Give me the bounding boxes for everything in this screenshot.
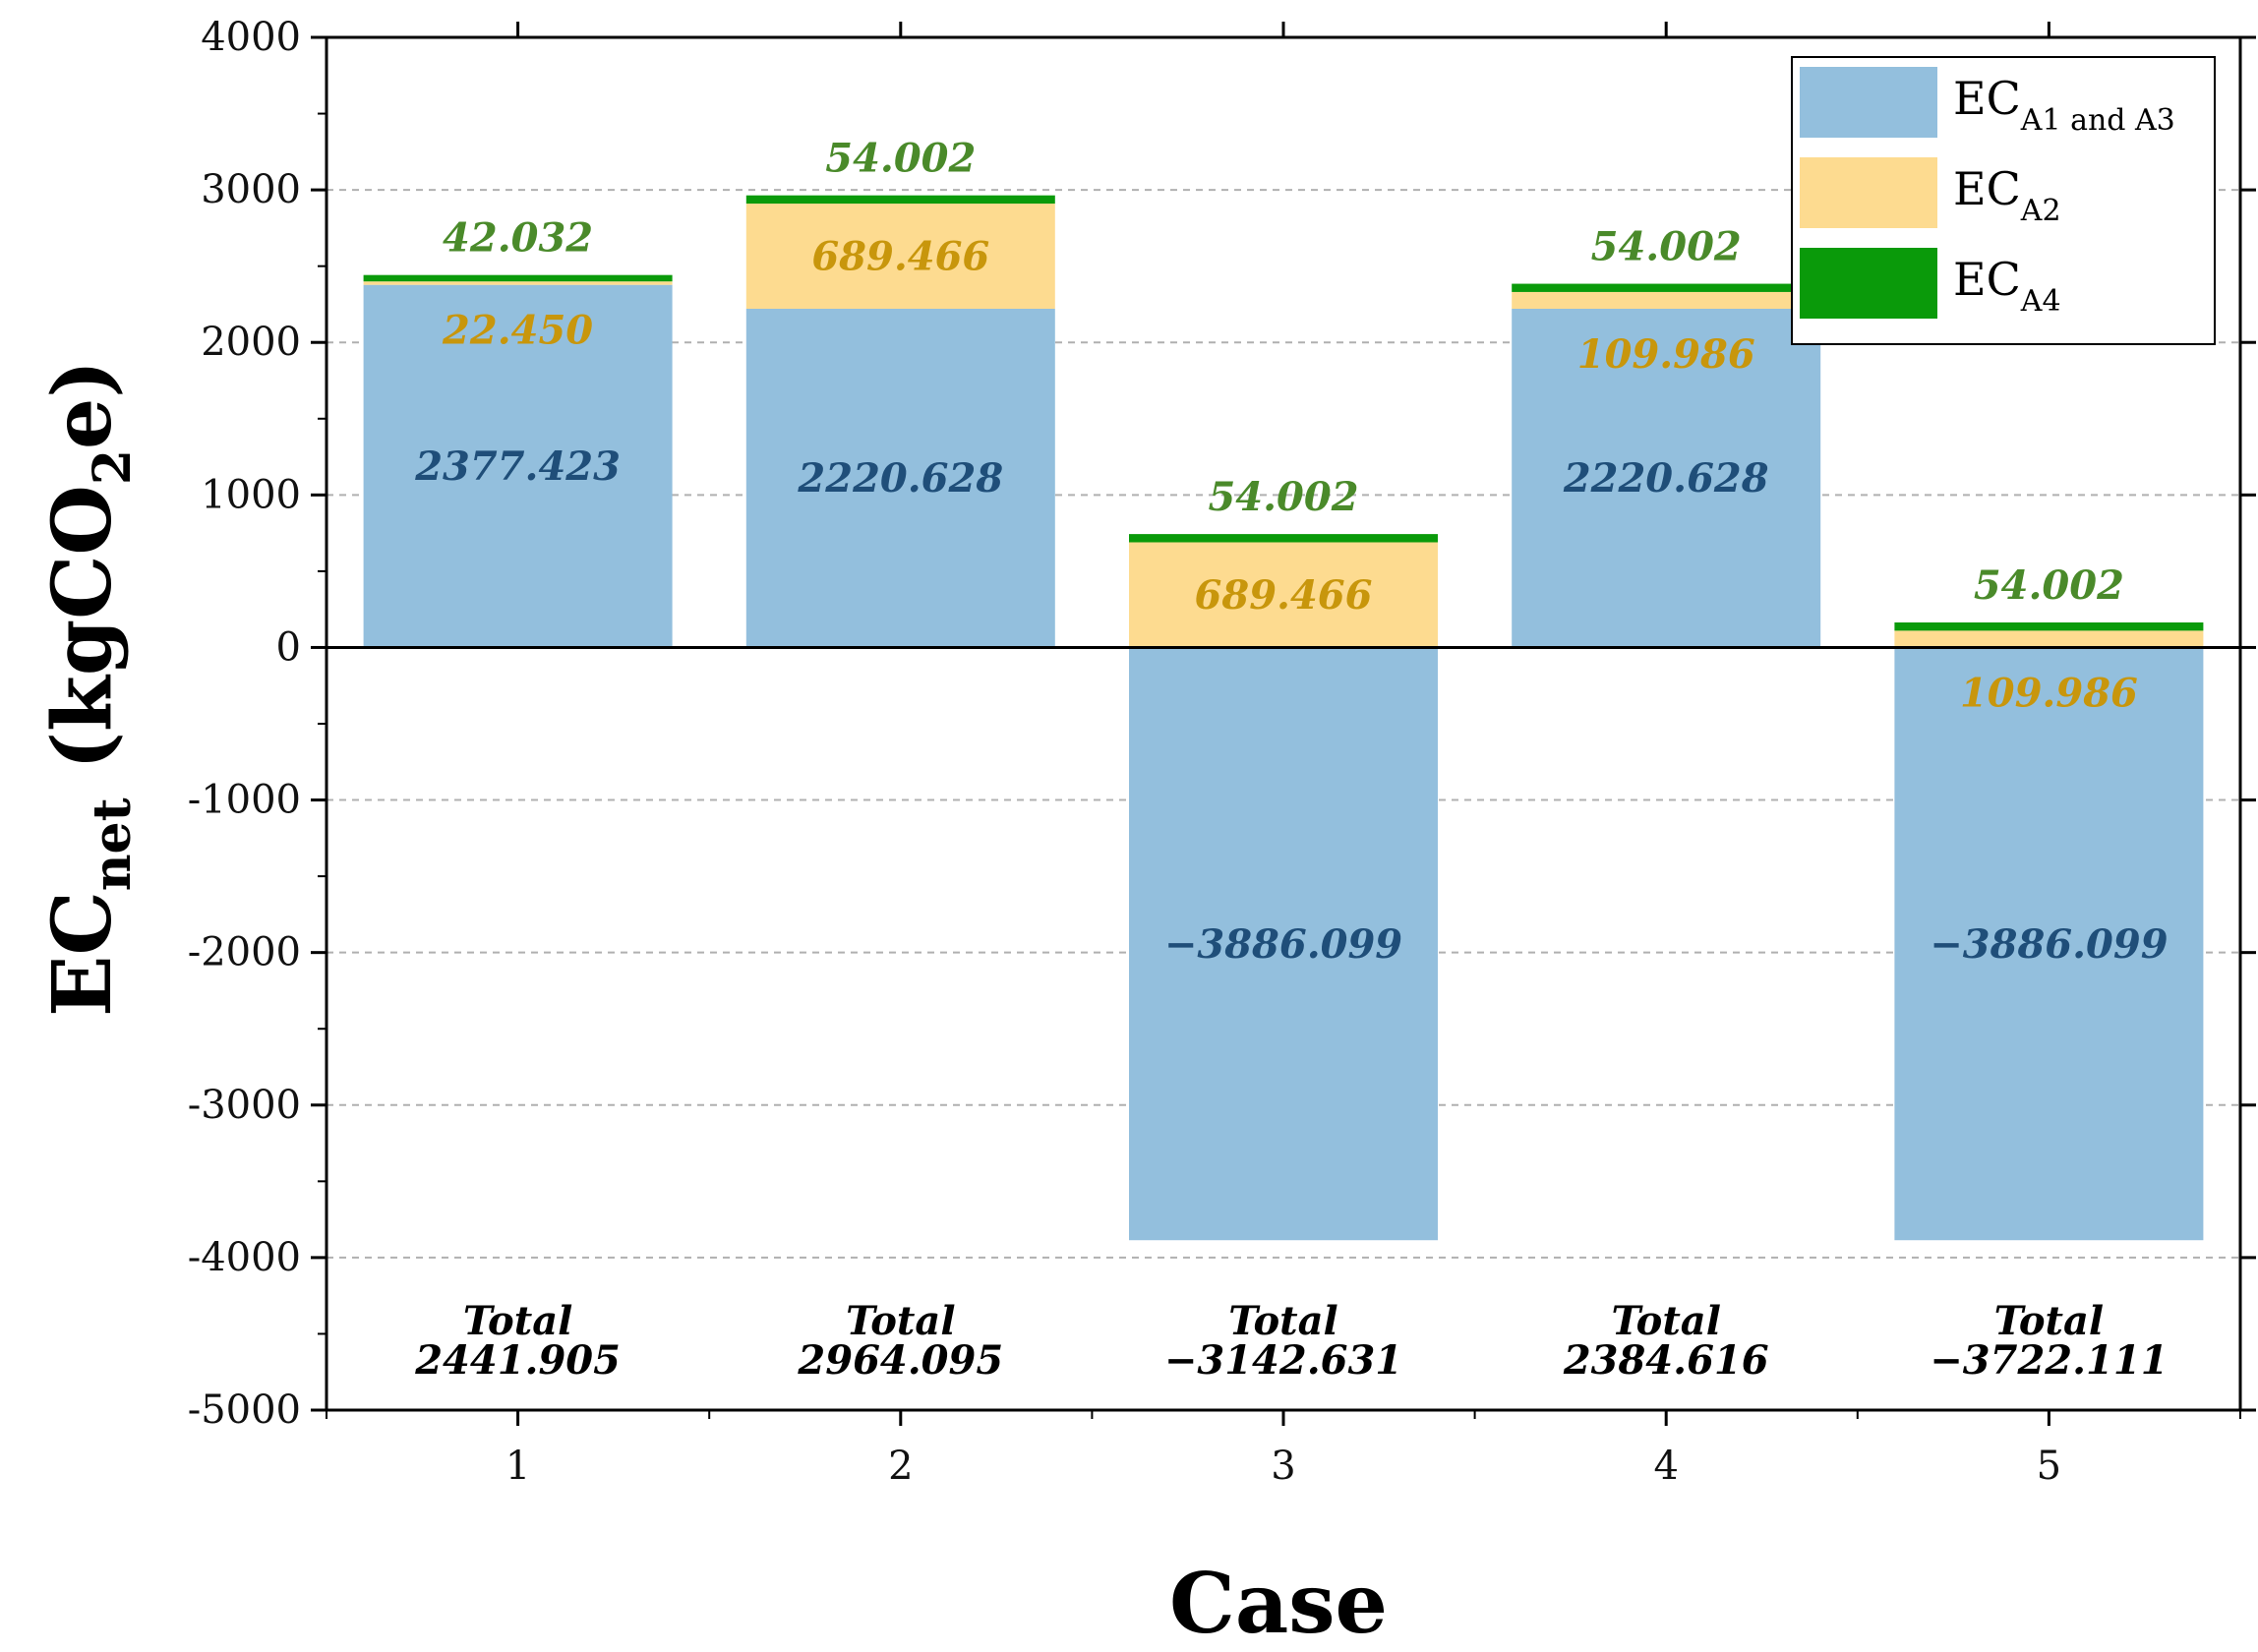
- label-a2: 689.466: [1195, 572, 1373, 619]
- bar-a2-case-5: [1894, 630, 2204, 648]
- label-a2: 109.986: [1577, 331, 1755, 378]
- y-tick-label: 1000: [201, 472, 301, 517]
- y-tick-label: -1000: [188, 778, 301, 823]
- bar-a1-and-a3-case-2: [745, 309, 1055, 648]
- x-tick-label: 2: [888, 1444, 913, 1489]
- y-tick-label: -3000: [188, 1083, 301, 1128]
- total-value: 2964.095: [797, 1337, 1003, 1384]
- bar-a4-case-1: [363, 274, 673, 282]
- total-title: Total: [1228, 1298, 1337, 1344]
- bar-a1-and-a3-case-3: [1129, 647, 1438, 1241]
- label-a4: 54.002: [1974, 562, 2124, 609]
- total-title: Total: [463, 1298, 572, 1344]
- bar-a2-case-2: [745, 204, 1055, 310]
- bar-a2-case-1: [363, 281, 673, 285]
- legend-swatch: [1800, 157, 1937, 228]
- bar-a4-case-2: [745, 195, 1055, 205]
- total-value: 2441.905: [414, 1337, 621, 1384]
- y-tick-label: -5000: [188, 1387, 301, 1433]
- y-axis-title: ECnet (kgCO2e): [35, 360, 143, 1017]
- bar-a4-case-3: [1129, 534, 1438, 543]
- total-value: 2384.616: [1563, 1337, 1769, 1384]
- legend-swatch: [1800, 248, 1937, 319]
- bar-a2-case-4: [1512, 291, 1821, 310]
- bars: [363, 195, 2204, 1241]
- total-title: Total: [846, 1298, 955, 1344]
- label-a4: 54.002: [1591, 224, 1742, 270]
- y-tick-label: 3000: [201, 167, 301, 212]
- legend-swatch: [1800, 67, 1937, 138]
- label-a2: 22.450: [442, 308, 593, 354]
- x-tick-label: 4: [1653, 1444, 1678, 1489]
- label-a4: 54.002: [1208, 474, 1358, 520]
- label-a2: 109.986: [1960, 670, 2138, 716]
- y-tick-label: 0: [276, 624, 301, 670]
- total-title: Total: [1994, 1298, 2104, 1344]
- bar-a1-and-a3-case-4: [1512, 309, 1821, 648]
- y-tick-label: -4000: [188, 1235, 301, 1280]
- axes: 4000 3000 2000 1000 0 -1000 -2000 -3000 -4000 -50…: [188, 15, 2256, 1489]
- y-tick-label: 4000: [201, 15, 301, 60]
- total-value: −3142.631: [1164, 1337, 1402, 1384]
- label-a1-a3: −3886.099: [1930, 921, 2168, 968]
- total-value: −3722.111: [1930, 1337, 2168, 1384]
- bar-a4-case-5: [1894, 622, 2204, 631]
- legend-label: ECA1 and A3: [1953, 72, 2175, 138]
- legend-label: ECA2: [1953, 162, 2061, 228]
- x-axis-title: Case: [1169, 1555, 1388, 1652]
- label-a1-a3: 2220.628: [1563, 455, 1769, 502]
- bar-a1-and-a3-case-5: [1894, 647, 2204, 1241]
- label-a4: 54.002: [825, 136, 976, 182]
- label-a1-a3: 2220.628: [797, 455, 1003, 502]
- x-tick-label: 1: [505, 1444, 530, 1489]
- x-tick-label: 5: [2037, 1444, 2061, 1489]
- label-a2: 689.466: [811, 234, 989, 280]
- bar-a4-case-4: [1512, 283, 1821, 292]
- value-labels: 42.0322377.42322.450Total2441.90554.0022…: [414, 136, 2168, 1384]
- x-tick-label: 3: [1271, 1444, 1295, 1489]
- label-a1-a3: −3886.099: [1164, 921, 1402, 968]
- y-tick-label: -2000: [188, 930, 301, 975]
- legend: ECA1 and A3 ECA2 ECA4: [1791, 56, 2216, 345]
- legend-label: ECA4: [1953, 253, 2061, 319]
- y-tick-label: 2000: [201, 320, 301, 365]
- total-title: Total: [1611, 1298, 1720, 1344]
- label-a4: 42.032: [443, 215, 593, 262]
- bar-a2-case-3: [1129, 542, 1438, 648]
- label-a1-a3: 2377.423: [414, 443, 621, 490]
- bar-a1-and-a3-case-1: [363, 284, 673, 648]
